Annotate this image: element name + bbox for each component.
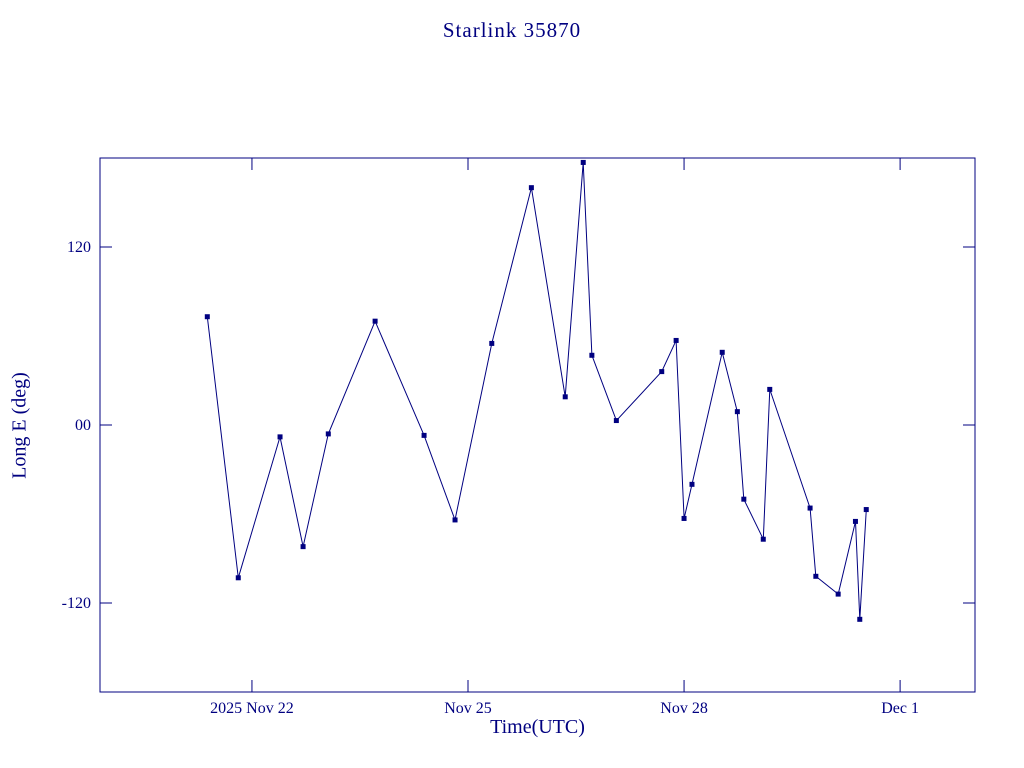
data-marker <box>719 349 725 355</box>
data-marker <box>580 159 586 165</box>
x-tick-label: Dec 1 <box>881 700 919 717</box>
y-tick-label: 00 <box>75 417 91 434</box>
y-tick-label: -120 <box>62 595 91 612</box>
chart-title: Starlink 35870 <box>442 18 582 42</box>
data-marker <box>528 185 534 191</box>
x-axis-label: Time(UTC) <box>490 716 585 738</box>
data-marker <box>673 337 679 343</box>
data-marker <box>204 314 210 320</box>
data-marker <box>421 432 427 438</box>
data-marker <box>813 573 819 579</box>
data-marker <box>489 340 495 346</box>
data-marker <box>741 496 747 502</box>
data-marker <box>589 352 595 358</box>
plot-frame <box>99 157 976 693</box>
data-marker <box>681 515 687 521</box>
x-tick-label: Nov 28 <box>660 700 708 717</box>
data-marker <box>562 394 568 400</box>
data-marker <box>760 536 766 542</box>
y-tick-label: 120 <box>67 239 91 256</box>
data-marker <box>372 318 378 324</box>
x-tick-label: Nov 25 <box>444 700 492 717</box>
data-marker <box>807 505 813 511</box>
data-marker <box>734 409 740 415</box>
data-marker <box>613 418 619 424</box>
data-marker <box>863 507 869 513</box>
data-marker <box>452 517 458 523</box>
data-marker <box>852 518 858 524</box>
data-marker <box>235 575 241 581</box>
data-marker <box>277 434 283 440</box>
data-marker <box>767 386 773 392</box>
x-tick-label: 2025 Nov 22 <box>210 700 294 717</box>
data-marker <box>659 369 665 375</box>
data-marker <box>689 481 695 487</box>
data-marker <box>857 616 863 622</box>
data-marker <box>835 591 841 597</box>
data-marker <box>325 431 331 437</box>
data-marker <box>300 544 306 550</box>
